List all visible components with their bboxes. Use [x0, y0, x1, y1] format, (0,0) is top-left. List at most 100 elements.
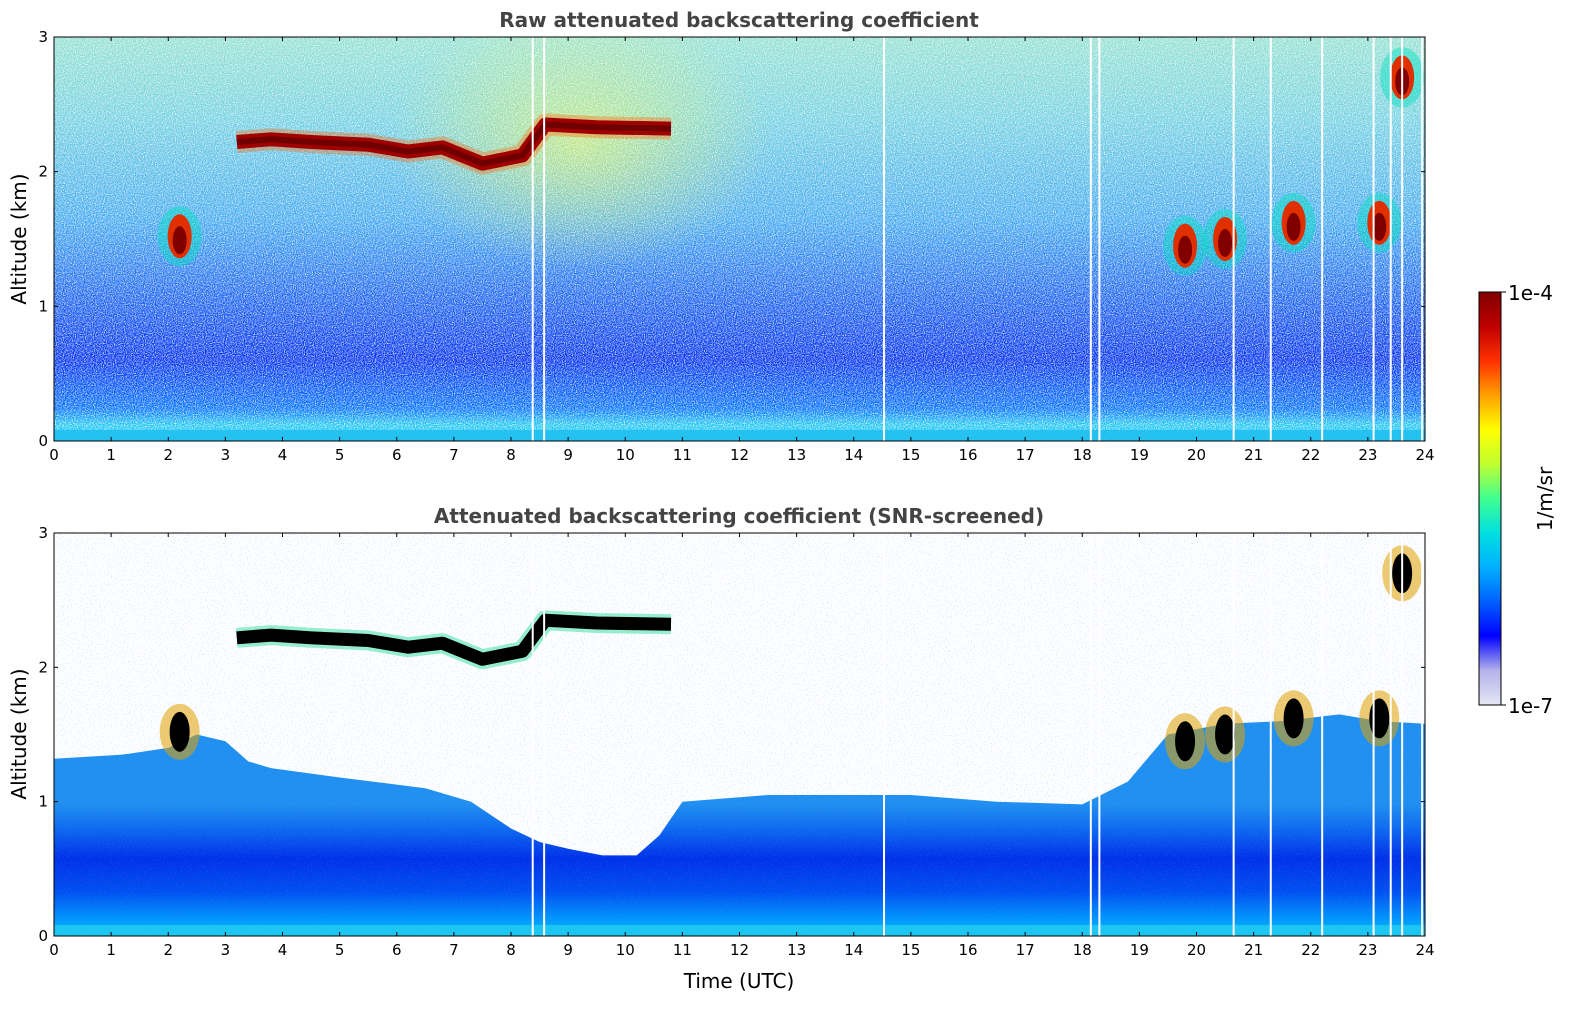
y-tick-label: 2 [38, 658, 48, 676]
panel2-xlabel: Time (UTC) [683, 969, 795, 993]
x-tick-label: 24 [1415, 941, 1434, 959]
cloud-patch-core [1218, 229, 1233, 257]
x-tick-label: 6 [392, 941, 402, 959]
data-gap [1232, 533, 1235, 936]
panel2-heatmap [54, 533, 1425, 936]
panel2-title: Attenuated backscattering coefficient (S… [434, 504, 1044, 528]
data-gap [883, 37, 886, 441]
panel2-ylabel: Altitude (km) [7, 668, 31, 799]
x-tick-label: 18 [1073, 446, 1092, 464]
data-gap [1089, 533, 1092, 936]
data-gap [543, 533, 546, 936]
x-tick-label: 0 [49, 941, 59, 959]
x-tick-label: 5 [335, 941, 345, 959]
cloud-patch-core [1178, 235, 1193, 264]
cloud-patch-core [1372, 212, 1387, 241]
x-tick-label: 11 [673, 941, 692, 959]
x-tick-label: 2 [163, 446, 173, 464]
data-gap [543, 37, 546, 441]
data-gap [883, 533, 886, 936]
screened-cloud-patch [1369, 698, 1390, 739]
x-tick-label: 15 [901, 446, 920, 464]
screened-cloud-patch [1175, 721, 1196, 762]
x-tick-label: 22 [1301, 446, 1320, 464]
x-tick-label: 17 [1016, 941, 1035, 959]
y-tick-label: 0 [38, 432, 48, 450]
panel2-cloud-features [159, 545, 1423, 770]
cloud-patch-core [172, 226, 187, 255]
x-tick-label: 0 [49, 446, 59, 464]
x-tick-label: 19 [1130, 941, 1149, 959]
data-gap [1389, 533, 1392, 936]
x-tick-label: 14 [844, 941, 863, 959]
x-tick-label: 6 [392, 446, 402, 464]
x-tick-label: 5 [335, 446, 345, 464]
y-tick-label: 0 [38, 927, 48, 945]
x-tick-label: 10 [616, 941, 635, 959]
screened-cloud-patch [169, 711, 190, 752]
panel2-y-axis: 0 1 2 3 [38, 524, 1425, 945]
x-tick-label: 19 [1130, 446, 1149, 464]
x-tick-label: 2 [163, 941, 173, 959]
x-tick-label: 14 [844, 446, 863, 464]
panel1-heatmap [54, 37, 1425, 441]
data-gap [1421, 37, 1424, 441]
x-tick-label: 21 [1244, 941, 1263, 959]
data-gap [1098, 533, 1101, 936]
colorbar-gradient [1478, 291, 1502, 706]
screened-cloud-patch [1215, 714, 1236, 755]
data-gap [1372, 37, 1375, 441]
data-gap [1401, 533, 1404, 936]
x-tick-label: 1 [106, 941, 116, 959]
x-tick-label: 16 [958, 941, 977, 959]
panel1-y-axis: 0 1 2 3 [38, 28, 1425, 450]
x-tick-label: 17 [1016, 446, 1035, 464]
screened-backscatter-panel: Attenuated backscattering coefficient (S… [7, 504, 1435, 993]
x-tick-label: 11 [673, 446, 692, 464]
data-gap [1269, 37, 1272, 441]
x-tick-label: 4 [278, 446, 288, 464]
data-gap [1372, 533, 1375, 936]
x-tick-label: 4 [278, 941, 288, 959]
data-gap [1389, 37, 1392, 441]
y-tick-label: 1 [38, 297, 48, 315]
cloud-layer-core [236, 121, 672, 167]
panel1-ylabel: Altitude (km) [7, 173, 31, 304]
x-tick-label: 24 [1415, 446, 1434, 464]
x-tick-label: 8 [506, 446, 516, 464]
x-tick-label: 22 [1301, 941, 1320, 959]
x-tick-label: 18 [1073, 941, 1092, 959]
y-tick-label: 2 [38, 163, 48, 181]
x-tick-label: 10 [616, 446, 635, 464]
panel1-title: Raw attenuated backscattering coefficien… [499, 8, 979, 32]
x-tick-label: 21 [1244, 446, 1263, 464]
x-tick-label: 23 [1358, 446, 1377, 464]
screened-cloud-layer [236, 613, 672, 666]
panel1-x-axis: 0 1 2 3 4 5 6 7 8 9 10 11 12 13 14 15 16 17 18 19 20 21 22 23 24 [49, 37, 1435, 464]
panel2-x-axis: 0 1 2 3 4 5 6 7 8 9 10 11 12 13 14 15 16 17 18 19 20 21 22 23 24 [49, 533, 1435, 959]
x-tick-label: 7 [449, 941, 459, 959]
x-tick-label: 7 [449, 446, 459, 464]
screened-cloud-patch [1283, 698, 1304, 739]
data-gap [1421, 533, 1424, 936]
x-tick-label: 16 [958, 446, 977, 464]
data-gap [1269, 533, 1272, 936]
x-tick-label: 13 [787, 941, 806, 959]
data-gap [531, 533, 534, 936]
x-tick-label: 12 [730, 446, 749, 464]
data-gap [1232, 37, 1235, 441]
x-tick-label: 9 [563, 941, 573, 959]
x-tick-label: 20 [1187, 941, 1206, 959]
y-tick-label: 1 [38, 793, 48, 811]
colorbar-min-label: 1e-7 [1508, 694, 1553, 718]
panel1-data-gaps [531, 37, 1424, 441]
y-tick-label: 3 [38, 28, 48, 46]
colorbar-max-label: 1e-4 [1508, 281, 1553, 305]
data-gap [1089, 37, 1092, 441]
x-tick-label: 9 [563, 446, 573, 464]
x-tick-label: 20 [1187, 446, 1206, 464]
colorbar: 1e-4 1e-7 1/m/sr [1478, 281, 1557, 718]
data-gap [1098, 37, 1101, 441]
x-tick-label: 15 [901, 941, 920, 959]
